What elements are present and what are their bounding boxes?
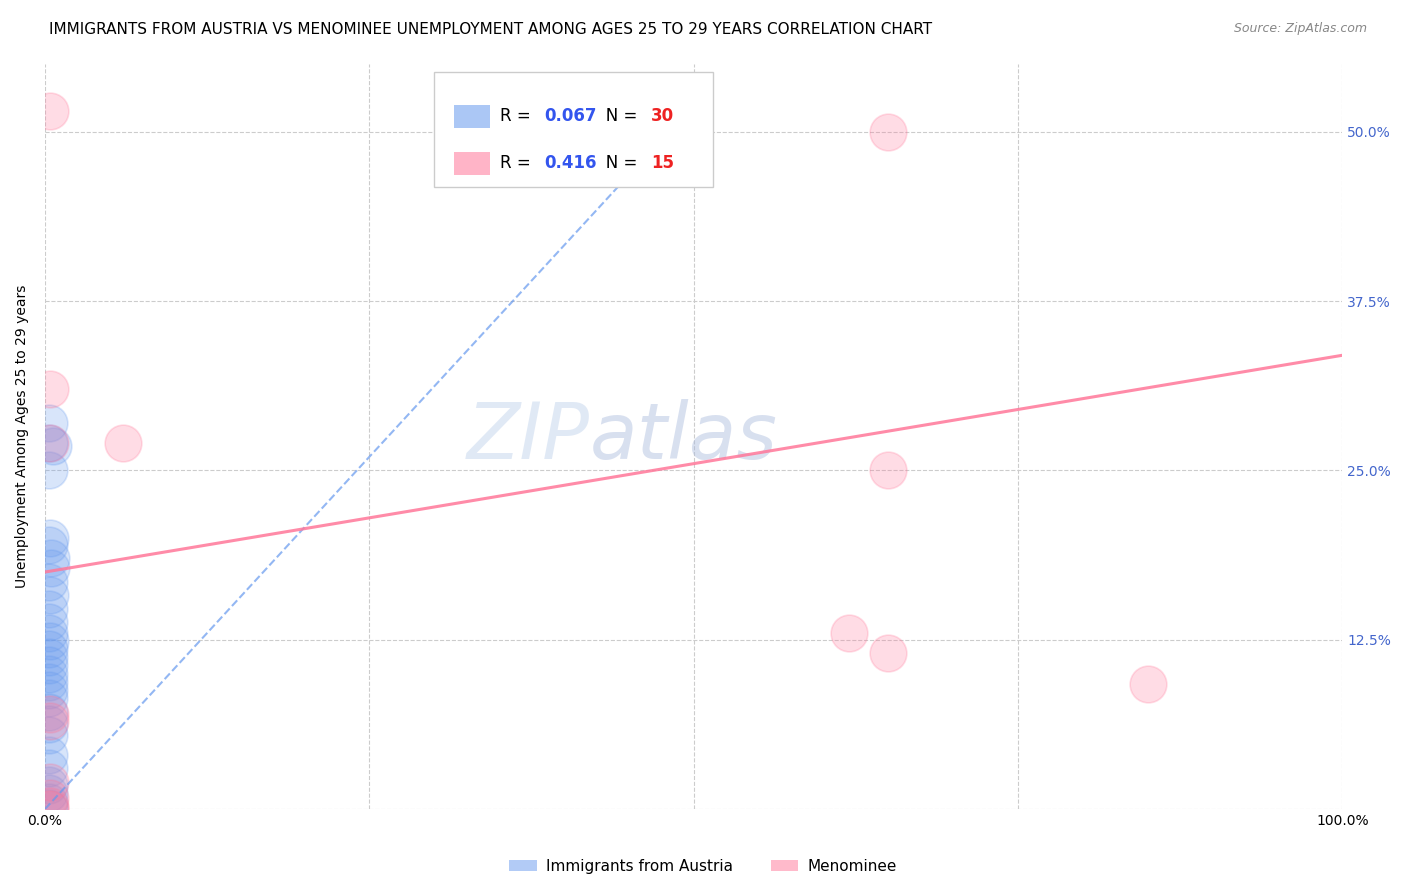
Text: N =: N = [591,153,643,172]
FancyBboxPatch shape [434,71,713,187]
Point [42,439,65,453]
Text: 0.416: 0.416 [544,153,598,172]
Point [38,682,60,697]
Point [39,707,62,722]
Point [38,747,60,762]
Point [39,802,62,816]
Y-axis label: Unemployment Among Ages 25 to 29 years: Unemployment Among Ages 25 to 29 years [15,285,30,588]
Point [1136,677,1159,691]
FancyBboxPatch shape [454,105,489,128]
Point [39,436,62,450]
Text: R =: R = [501,153,536,172]
Point [838,626,860,640]
Point [38,650,60,665]
Point [38,705,60,719]
FancyBboxPatch shape [454,152,489,176]
Point [38,728,60,742]
Point [39,104,62,119]
Point [38,691,60,706]
Point [38,642,60,657]
Point [111,436,134,450]
Point [38,716,60,731]
Point [39,714,62,728]
Point [877,125,900,139]
Point [38,463,60,477]
Text: atlas: atlas [591,399,778,475]
Text: ZIP: ZIP [467,399,591,475]
Point [39,531,62,545]
Point [38,436,60,450]
Point [39,588,62,602]
Point [38,674,60,689]
Point [39,775,62,789]
Point [38,601,60,615]
Point [38,416,60,430]
Point [39,382,62,396]
Legend: Immigrants from Austria, Menominee: Immigrants from Austria, Menominee [503,853,903,880]
Point [38,538,60,552]
Point [38,658,60,673]
Point [877,463,900,477]
Point [38,778,60,792]
Point [877,646,900,660]
Point [38,786,60,800]
Point [39,791,62,805]
Text: 30: 30 [651,107,673,125]
Text: Source: ZipAtlas.com: Source: ZipAtlas.com [1233,22,1367,36]
Text: 15: 15 [651,153,673,172]
Text: N =: N = [591,107,643,125]
Point [38,801,60,815]
Point [38,761,60,775]
Text: IMMIGRANTS FROM AUSTRIA VS MENOMINEE UNEMPLOYMENT AMONG AGES 25 TO 29 YEARS CORR: IMMIGRANTS FROM AUSTRIA VS MENOMINEE UNE… [49,22,932,37]
Text: R =: R = [501,107,536,125]
Point [39,634,62,648]
Point [41,561,63,575]
Point [41,551,63,566]
Point [38,795,60,809]
Point [39,799,62,814]
Point [38,666,60,681]
Point [38,615,60,629]
Point [38,626,60,640]
Text: 0.067: 0.067 [544,107,598,125]
Point [38,574,60,589]
